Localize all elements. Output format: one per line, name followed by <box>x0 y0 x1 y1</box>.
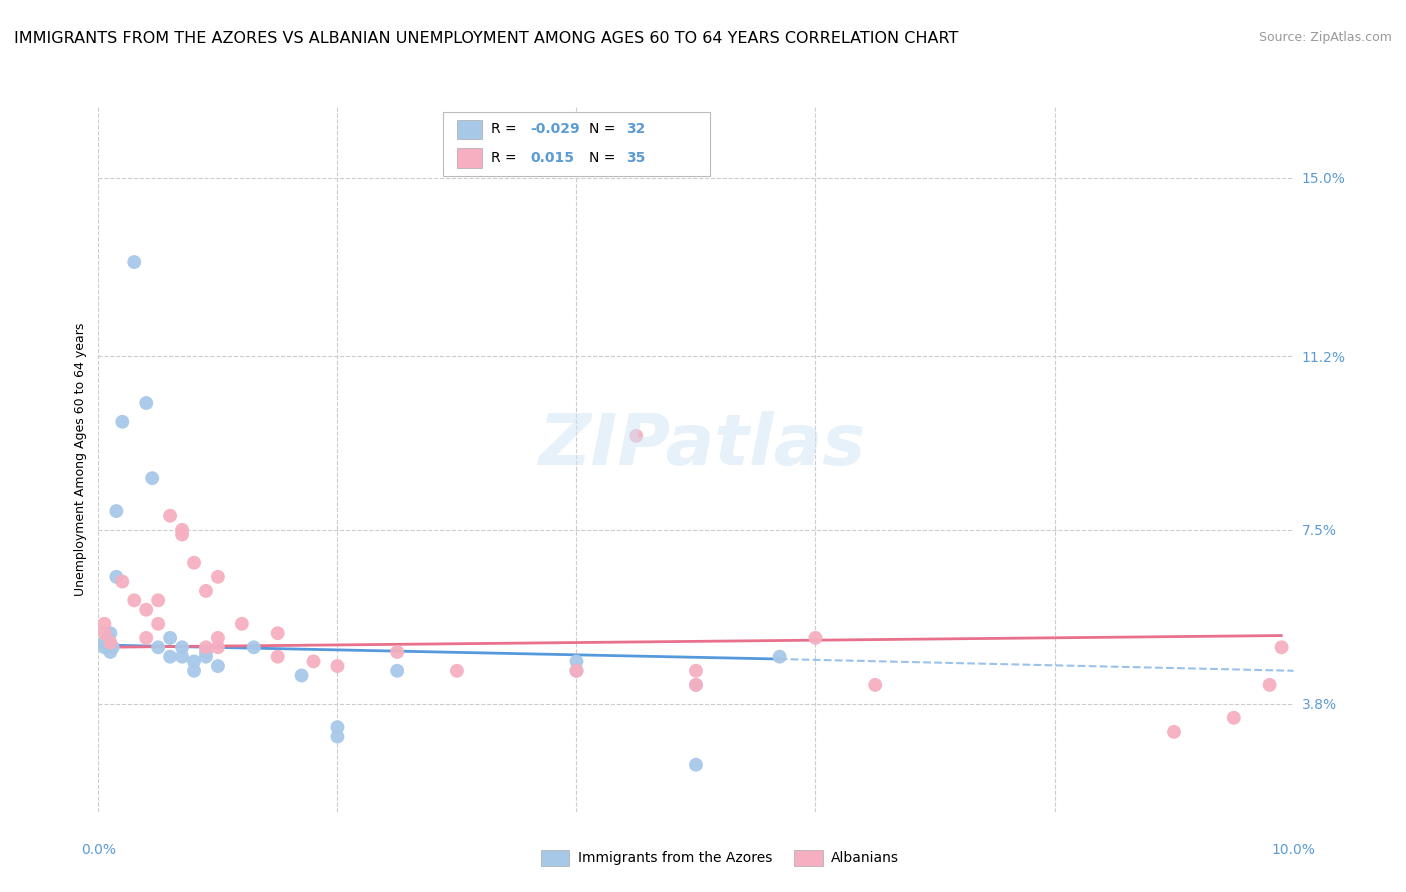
Point <box>385 664 409 678</box>
Point <box>1163 724 1185 739</box>
Point <box>93 635 115 649</box>
Text: IMMIGRANTS FROM THE AZORES VS ALBANIAN UNEMPLOYMENT AMONG AGES 60 TO 64 YEARS CO: IMMIGRANTS FROM THE AZORES VS ALBANIAN U… <box>14 31 959 46</box>
Point <box>685 757 707 772</box>
Point <box>1223 711 1246 725</box>
Point <box>195 645 218 659</box>
Point <box>101 640 124 655</box>
Text: R =: R = <box>491 122 520 136</box>
Point <box>231 616 253 631</box>
Point <box>148 616 170 631</box>
Point <box>159 508 181 523</box>
Point <box>207 640 229 655</box>
Point <box>148 593 170 607</box>
Point <box>302 654 325 668</box>
Point <box>124 593 146 607</box>
Point <box>93 626 115 640</box>
Point <box>124 255 146 269</box>
Point <box>172 649 194 664</box>
Point <box>267 649 290 664</box>
Point <box>769 649 792 664</box>
Text: Source: ZipAtlas.com: Source: ZipAtlas.com <box>1258 31 1392 45</box>
Point <box>172 527 194 541</box>
Point <box>100 645 122 659</box>
Point <box>148 640 170 655</box>
Point <box>172 523 194 537</box>
Y-axis label: Unemployment Among Ages 60 to 64 years: Unemployment Among Ages 60 to 64 years <box>75 323 87 596</box>
Point <box>685 678 707 692</box>
Point <box>267 626 290 640</box>
Point <box>183 664 205 678</box>
Point <box>565 654 588 668</box>
Point <box>195 640 218 655</box>
Point <box>207 631 229 645</box>
Text: ZIPatlas: ZIPatlas <box>540 411 866 481</box>
Point <box>97 631 120 645</box>
Text: N =: N = <box>589 151 620 165</box>
Point <box>105 504 128 518</box>
Point <box>111 415 134 429</box>
Point <box>626 429 648 443</box>
Point <box>207 570 229 584</box>
Text: 0.015: 0.015 <box>530 151 574 165</box>
Text: -0.029: -0.029 <box>530 122 579 136</box>
Point <box>105 570 128 584</box>
Point <box>141 471 163 485</box>
Text: 35: 35 <box>626 151 645 165</box>
Point <box>135 396 157 410</box>
Point <box>207 659 229 673</box>
Point <box>1271 640 1294 655</box>
Point <box>195 649 218 664</box>
Text: Albanians: Albanians <box>831 851 898 865</box>
Point <box>159 631 181 645</box>
Point <box>385 645 409 659</box>
Point <box>865 678 887 692</box>
Point <box>291 668 314 682</box>
Point <box>326 659 349 673</box>
Point <box>685 678 707 692</box>
Point <box>446 664 468 678</box>
Text: 10.0%: 10.0% <box>1271 843 1316 857</box>
Point <box>195 583 218 598</box>
Point <box>565 664 588 678</box>
Point <box>183 654 205 668</box>
Point <box>183 556 205 570</box>
Point <box>685 664 707 678</box>
Point <box>804 631 827 645</box>
Point <box>135 603 157 617</box>
Point <box>565 664 588 678</box>
Point <box>326 720 349 734</box>
Point <box>100 635 122 649</box>
Point <box>93 616 115 631</box>
Point <box>1258 678 1281 692</box>
Point <box>111 574 134 589</box>
Point <box>93 640 115 655</box>
Point <box>100 626 122 640</box>
Text: Immigrants from the Azores: Immigrants from the Azores <box>578 851 772 865</box>
Text: 32: 32 <box>626 122 645 136</box>
Point <box>135 631 157 645</box>
Text: 0.0%: 0.0% <box>82 843 115 857</box>
Point <box>172 640 194 655</box>
Point <box>326 730 349 744</box>
Point <box>243 640 266 655</box>
Text: R =: R = <box>491 151 520 165</box>
Point <box>159 649 181 664</box>
Text: N =: N = <box>589 122 620 136</box>
